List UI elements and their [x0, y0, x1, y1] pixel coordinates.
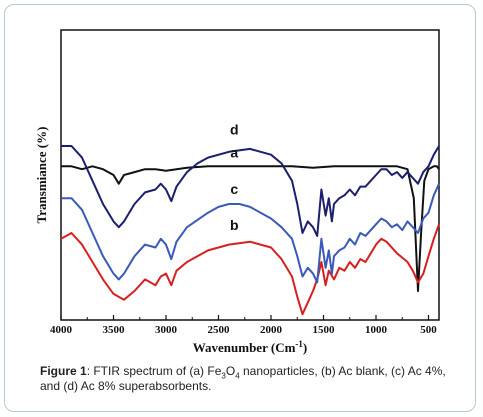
figure-caption: Figure 1: FTIR spectrum of (a) Fe3O4 nan… [40, 364, 460, 394]
figure-frame [4, 4, 476, 412]
caption-part2: O [225, 364, 236, 378]
x-tick-label: 4000 [50, 324, 73, 336]
x-tick-label: 2500 [208, 324, 231, 336]
caption-label: Figure 1 [40, 364, 87, 378]
y-axis-title: Transmiance (%) [34, 127, 49, 224]
x-ticks: 4000 3500 3000 2500 2000 1500 1000 500 [50, 315, 437, 336]
x-axis-title: Wavenumber (Cm-1) [193, 339, 308, 355]
caption-part3: nanoparticles, (b) Ac blank, (c) Ac 4%, … [40, 364, 446, 393]
x-axis-title-text: Wavenumber (Cm [193, 340, 296, 355]
x-tick-label: 2000 [260, 324, 283, 336]
caption-part1: : FTIR spectrum of (a) Fe [86, 364, 222, 378]
x-tick-label: 3000 [155, 324, 178, 336]
x-axis-title-close: ) [303, 340, 307, 355]
curve-label-d: d [230, 121, 239, 137]
spectra [60, 145, 440, 316]
curve-labels: d c b a [230, 121, 239, 233]
spectrum-d [61, 145, 440, 237]
x-tick-label: 1000 [365, 324, 388, 336]
curve-label-c: c [230, 181, 238, 197]
caption-sub1: 3 [221, 371, 226, 381]
x-tick-label: 3500 [103, 324, 126, 336]
spectrum-a [61, 165, 440, 292]
spectrum-b [60, 223, 440, 316]
ftir-chart: 4000 3500 3000 2500 2000 1500 1000 500 d c b a Wav… [34, 29, 440, 355]
x-tick-label: 500 [420, 324, 437, 336]
x-axis-title-sup: -1 [295, 339, 303, 349]
curve-label-a: a [230, 145, 238, 161]
plot-area [60, 29, 440, 321]
caption-sub2: 4 [235, 371, 240, 381]
x-tick-label: 1500 [313, 324, 336, 336]
curve-label-b: b [230, 217, 239, 233]
spectrum-c [61, 183, 440, 284]
